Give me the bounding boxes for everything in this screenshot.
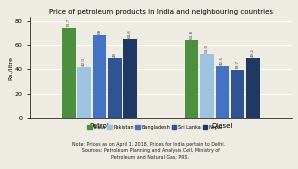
Text: 49.2: 49.2 bbox=[251, 48, 255, 57]
Bar bbox=[246, 58, 260, 118]
Bar bbox=[108, 58, 122, 118]
Y-axis label: Rs./litre: Rs./litre bbox=[8, 56, 13, 80]
Bar bbox=[200, 54, 214, 118]
Text: 68: 68 bbox=[97, 29, 102, 34]
Bar bbox=[231, 70, 244, 118]
Text: 42.5: 42.5 bbox=[220, 56, 224, 65]
Bar bbox=[77, 67, 91, 118]
Legend: India, Pakistan, Bangladesh, Sri Lanka, Nepal: India, Pakistan, Bangladesh, Sri Lanka, … bbox=[87, 124, 223, 130]
Bar bbox=[185, 40, 198, 118]
Title: Price of petroleum products in India and neighbouring countries: Price of petroleum products in India and… bbox=[49, 9, 273, 15]
Bar bbox=[123, 39, 137, 118]
Text: Note: Prices as on April 1, 2018. Prices for India pertain to Delhi.
  Sources: : Note: Prices as on April 1, 2018. Prices… bbox=[72, 142, 226, 160]
Text: 53.0: 53.0 bbox=[205, 43, 209, 53]
Text: 49: 49 bbox=[113, 52, 117, 57]
Text: 73.7: 73.7 bbox=[67, 18, 71, 27]
Text: 64.6: 64.6 bbox=[128, 29, 132, 38]
Bar bbox=[93, 35, 106, 118]
Text: 39.7: 39.7 bbox=[236, 60, 240, 69]
Text: 42.0: 42.0 bbox=[82, 57, 86, 66]
Bar bbox=[62, 28, 76, 118]
Bar bbox=[215, 66, 229, 118]
Text: 63.8: 63.8 bbox=[190, 30, 194, 39]
